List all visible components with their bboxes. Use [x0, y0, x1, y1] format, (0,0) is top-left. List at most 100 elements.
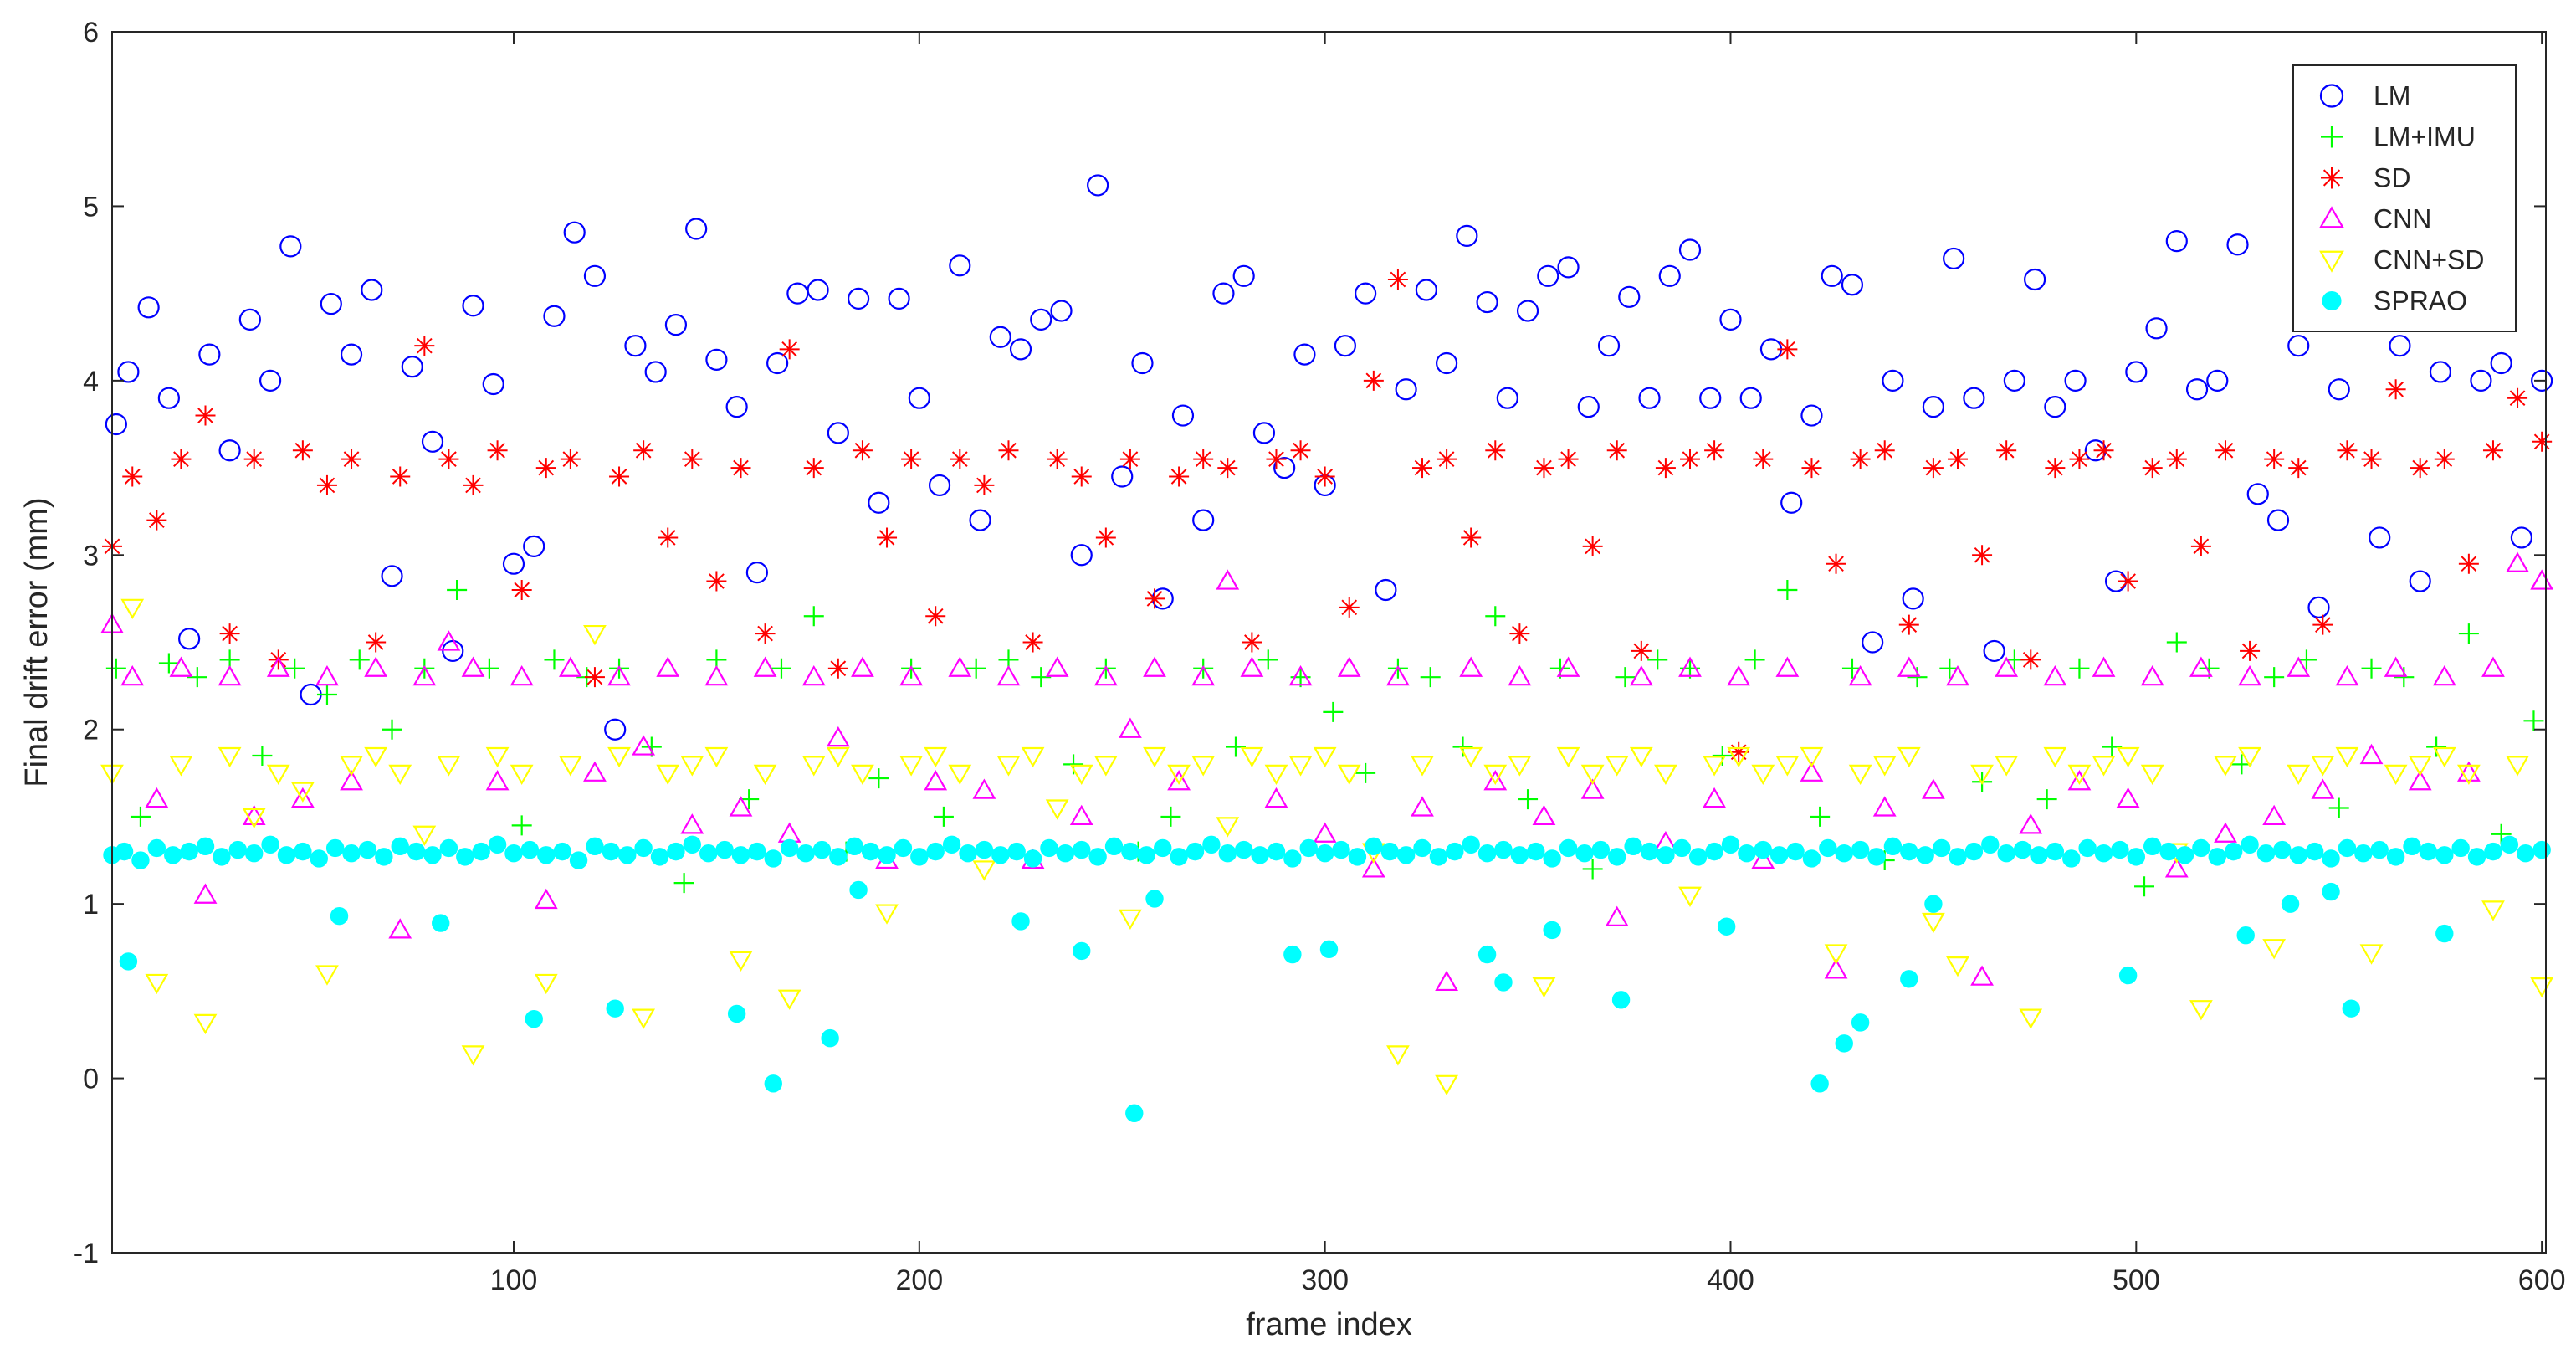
data-point-cnn [437, 630, 461, 651]
data-point-sprao [2273, 840, 2292, 859]
data-point-cnn [1703, 787, 1726, 808]
data-point-sd [535, 458, 556, 479]
legend-marker-lm [2319, 84, 2344, 108]
legend-label-cnn: CNN [2374, 204, 2431, 234]
data-point-sprao [849, 880, 868, 900]
data-point-sprao [1688, 848, 1708, 866]
data-point-sprao [650, 848, 669, 866]
data-point-lm [1618, 285, 1641, 308]
x-tick-label: 400 [1707, 1264, 1754, 1296]
data-point-sprao [1591, 840, 1611, 859]
data-point-cnn [2384, 656, 2408, 677]
data-point-lm-imu [1420, 667, 1441, 688]
data-point-sd [1801, 458, 1822, 479]
data-point-cnn [632, 735, 656, 756]
data-point-sprao [569, 851, 588, 869]
data-point-sprao [504, 844, 523, 863]
data-point-cnn-sd [2311, 756, 2335, 777]
data-point-lm-imu [1647, 649, 1668, 670]
data-point-cnn-sd [2456, 764, 2481, 786]
legend: LM LM+IMU SD CNN CNN+SD SPRAO [2292, 64, 2517, 332]
data-point-cnn [729, 796, 753, 817]
data-point-cnn-sd [1824, 944, 1848, 965]
data-point-lm [105, 413, 127, 436]
data-point-lm [442, 639, 464, 663]
data-point-cnn-sd [972, 860, 996, 881]
data-point-sd [1485, 440, 1506, 461]
data-point-sprao [2224, 842, 2243, 861]
data-point-lm [989, 326, 1011, 348]
data-point-sd [390, 466, 411, 487]
data-point-lm [2246, 483, 2269, 505]
data-point-lm [1171, 404, 1195, 427]
data-point-sprao [667, 842, 685, 861]
data-point-lm-imu [1712, 745, 1733, 766]
data-point-lm [827, 422, 849, 444]
data-point-lm-imu [1744, 649, 1765, 670]
data-point-sprao [1267, 842, 1286, 861]
data-point-lm [807, 279, 829, 301]
data-point-cnn [1191, 664, 1216, 686]
data-point-sprao [180, 842, 198, 861]
data-point-lm [1334, 335, 1356, 357]
data-point-lm-imu [868, 768, 889, 789]
legend-item-sd: SD [2321, 163, 2410, 193]
data-point-lm [1232, 264, 1255, 287]
data-point-sd [2312, 614, 2333, 635]
data-point-sd [1923, 458, 1944, 479]
data-point-lm [2206, 369, 2229, 392]
data-point-lm [1699, 387, 1722, 409]
data-point-sprao [2236, 926, 2255, 945]
data-point-cnn [948, 656, 972, 677]
data-point-sprao [553, 842, 571, 861]
data-point-sprao [472, 842, 490, 861]
data-point-sd [219, 623, 240, 644]
data-point-sprao [796, 844, 815, 863]
data-point-cnn [583, 761, 607, 782]
data-point-sd [2069, 449, 2090, 469]
data-point-sprao [2305, 842, 2324, 861]
data-point-cnn [1435, 970, 1458, 992]
data-point-cnn-sd [2287, 764, 2311, 786]
data-point-lm [1293, 343, 1316, 366]
data-point-cnn-sd [1532, 977, 1556, 998]
data-point-lm [482, 372, 504, 396]
data-point-sprao [683, 835, 702, 854]
data-point-lm [1557, 256, 1580, 279]
data-point-sprao [2386, 848, 2405, 866]
data-point-sd [2458, 553, 2479, 574]
legend-label-lm-imu: LM+IMU [2374, 122, 2476, 152]
data-point-cnn-sd [2506, 756, 2529, 777]
data-point-lm [1739, 387, 1762, 409]
data-point-cnn-sd [266, 764, 290, 786]
data-point-lm [2510, 526, 2533, 549]
data-point-cnn-sd [193, 1013, 218, 1035]
data-point-cnn-sd [704, 746, 729, 768]
data-point-sprao [1186, 842, 1205, 861]
data-point-lm [2429, 361, 2452, 383]
data-point-lm [523, 535, 545, 557]
data-point-sprao [1835, 844, 1853, 863]
data-point-cnn-sd [1119, 909, 1142, 931]
data-point-lm [421, 430, 444, 453]
data-point-sprao [1997, 844, 2015, 863]
data-point-lm [928, 474, 951, 497]
plot-marks [100, 174, 2554, 1122]
data-point-sd [2215, 440, 2235, 461]
data-point-cnn [2189, 656, 2213, 677]
data-point-cnn [2019, 813, 2043, 834]
data-point-sd [1461, 527, 1482, 548]
data-point-sprao [2046, 842, 2065, 861]
data-point-lm [117, 361, 140, 383]
data-point-cnn-sd [1411, 756, 1434, 777]
data-point-cnn [1897, 656, 1921, 677]
data-point-sd [658, 527, 679, 548]
data-point-sd [1509, 623, 1530, 644]
data-point-cnn-sd [1288, 756, 1313, 777]
data-point-sprao [1916, 846, 1934, 864]
data-point-sd [1996, 440, 2017, 461]
data-point-sprao [1202, 835, 1221, 854]
data-point-sprao [525, 1010, 543, 1028]
data-point-sprao [1056, 844, 1075, 863]
data-point-lm-imu [2458, 623, 2479, 644]
